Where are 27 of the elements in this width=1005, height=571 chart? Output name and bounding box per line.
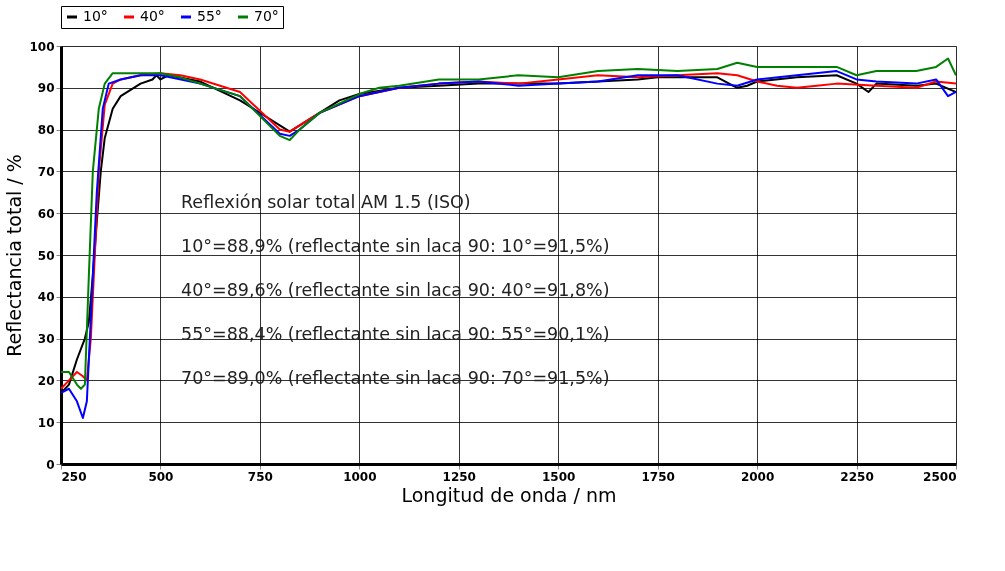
y-tick-label: 70 — [37, 164, 55, 179]
x-axis-title: Longitud de onda / nm — [401, 483, 617, 506]
y-tick-label: 20 — [37, 373, 55, 388]
y-axis-title: Reflectancia total / % — [3, 154, 26, 357]
x-tick-label: 750 — [247, 469, 273, 484]
legend-label: 70° — [254, 8, 279, 24]
y-tick-label: 80 — [37, 123, 55, 138]
legend-label: 55° — [197, 8, 222, 24]
x-tick-label: 1000 — [343, 469, 377, 484]
x-tick-label: 1750 — [641, 469, 675, 484]
y-tick-label: 0 — [46, 457, 55, 472]
y-tick-label: 10 — [37, 415, 55, 430]
y-tick-label: 50 — [37, 248, 55, 263]
x-tick-label: 1250 — [442, 469, 476, 484]
y-tick-label: 90 — [37, 81, 55, 96]
x-tick-label: 500 — [148, 469, 174, 484]
y-tick-label: 40 — [37, 290, 55, 305]
y-tick-label: 30 — [37, 332, 55, 347]
legend-label: 10° — [83, 8, 108, 24]
x-tick-label: 1500 — [542, 469, 576, 484]
y-tick-label: 100 — [29, 39, 55, 54]
legend-label: 40° — [140, 8, 165, 24]
x-tick-label: 2250 — [840, 469, 874, 484]
y-tick-label: 60 — [37, 206, 55, 221]
x-tick-label: 250 — [61, 469, 87, 484]
x-tick-label: 2500 — [923, 469, 957, 484]
x-tick-label: 2000 — [740, 469, 775, 484]
